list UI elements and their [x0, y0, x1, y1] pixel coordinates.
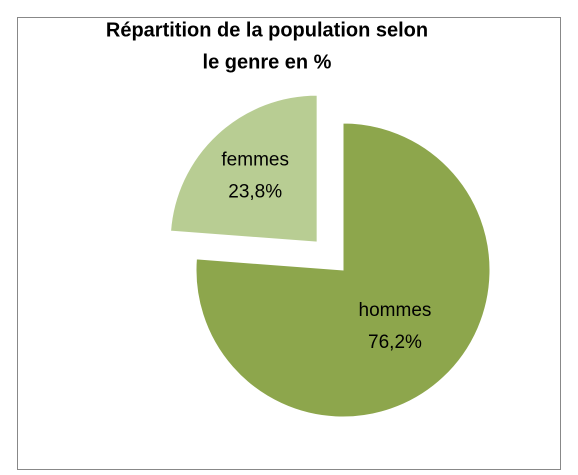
slice-label: femmes: [221, 149, 289, 170]
slice-value-label: 23,8%: [228, 181, 282, 202]
slice-value-label: 76,2%: [368, 332, 422, 353]
pie-slice: [170, 94, 318, 243]
chart-title: Répartition de la population selon: [106, 19, 428, 41]
slice-label: hommes: [359, 300, 432, 321]
chart-title: le genre en %: [203, 51, 332, 73]
pie-slice: [195, 122, 491, 418]
